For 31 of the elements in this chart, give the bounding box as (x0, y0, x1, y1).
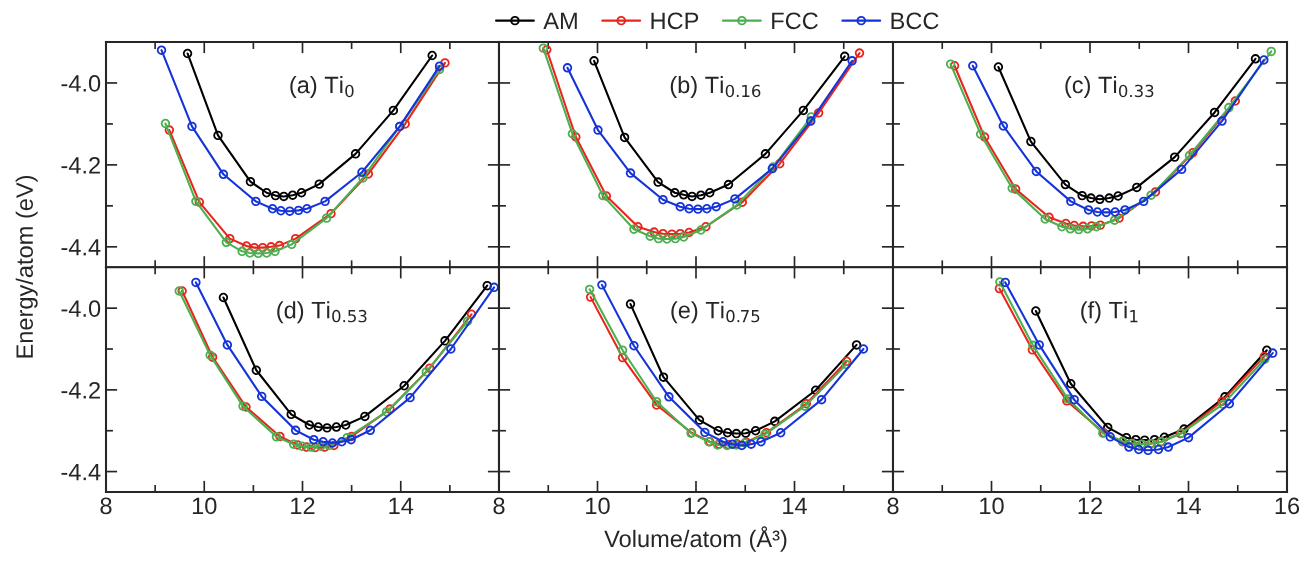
y-tick-label: -4.4 (61, 463, 101, 481)
x-tick-label: 14 (783, 497, 807, 514)
text: (d) Ti$_{0.53}$ (277, 301, 367, 324)
x-tick-label: 8 (887, 497, 899, 515)
legend-label: AM (543, 12, 577, 29)
legend-label: HCP (651, 12, 699, 30)
x-tick-label: 10 (192, 497, 217, 515)
x-tick-label: 14 (389, 497, 414, 514)
y-tick-label: -4.0 (61, 75, 101, 92)
x-tick-label: 12 (684, 497, 708, 514)
text: (b) Ti$_{0.16}$ (670, 75, 761, 98)
text: (a) Ti$_{0}$ (290, 75, 354, 98)
y-tick-label: -4.2 (61, 381, 100, 399)
legend-label: FCC (772, 12, 818, 30)
x-tick-label: 16 (1275, 497, 1300, 515)
x-tick-label: 8 (100, 497, 112, 515)
y-axis-title: Energy/atom (eV) (15, 175, 38, 358)
legend-label: BCC (891, 12, 939, 30)
y-tick-label: -4.4 (61, 239, 101, 256)
x-tick-label: 10 (980, 497, 1004, 515)
x-tick-label: 8 (493, 497, 505, 515)
text: (f) Ti$_{1}$ (1081, 301, 1138, 324)
x-axis-title: Volume/atom (Å³) (604, 526, 787, 552)
text: (c) Ti$_{0.33}$ (1065, 75, 1154, 98)
x-tick-label: 14 (1177, 497, 1201, 514)
text: (e) Ti$_{0.75}$ (671, 301, 760, 324)
x-tick-label: 10 (586, 497, 610, 515)
y-tick-label: -4.2 (61, 156, 100, 174)
y-tick-label: -4.0 (61, 300, 101, 317)
x-tick-label: 12 (291, 497, 315, 514)
x-tick-label: 12 (1078, 497, 1102, 514)
